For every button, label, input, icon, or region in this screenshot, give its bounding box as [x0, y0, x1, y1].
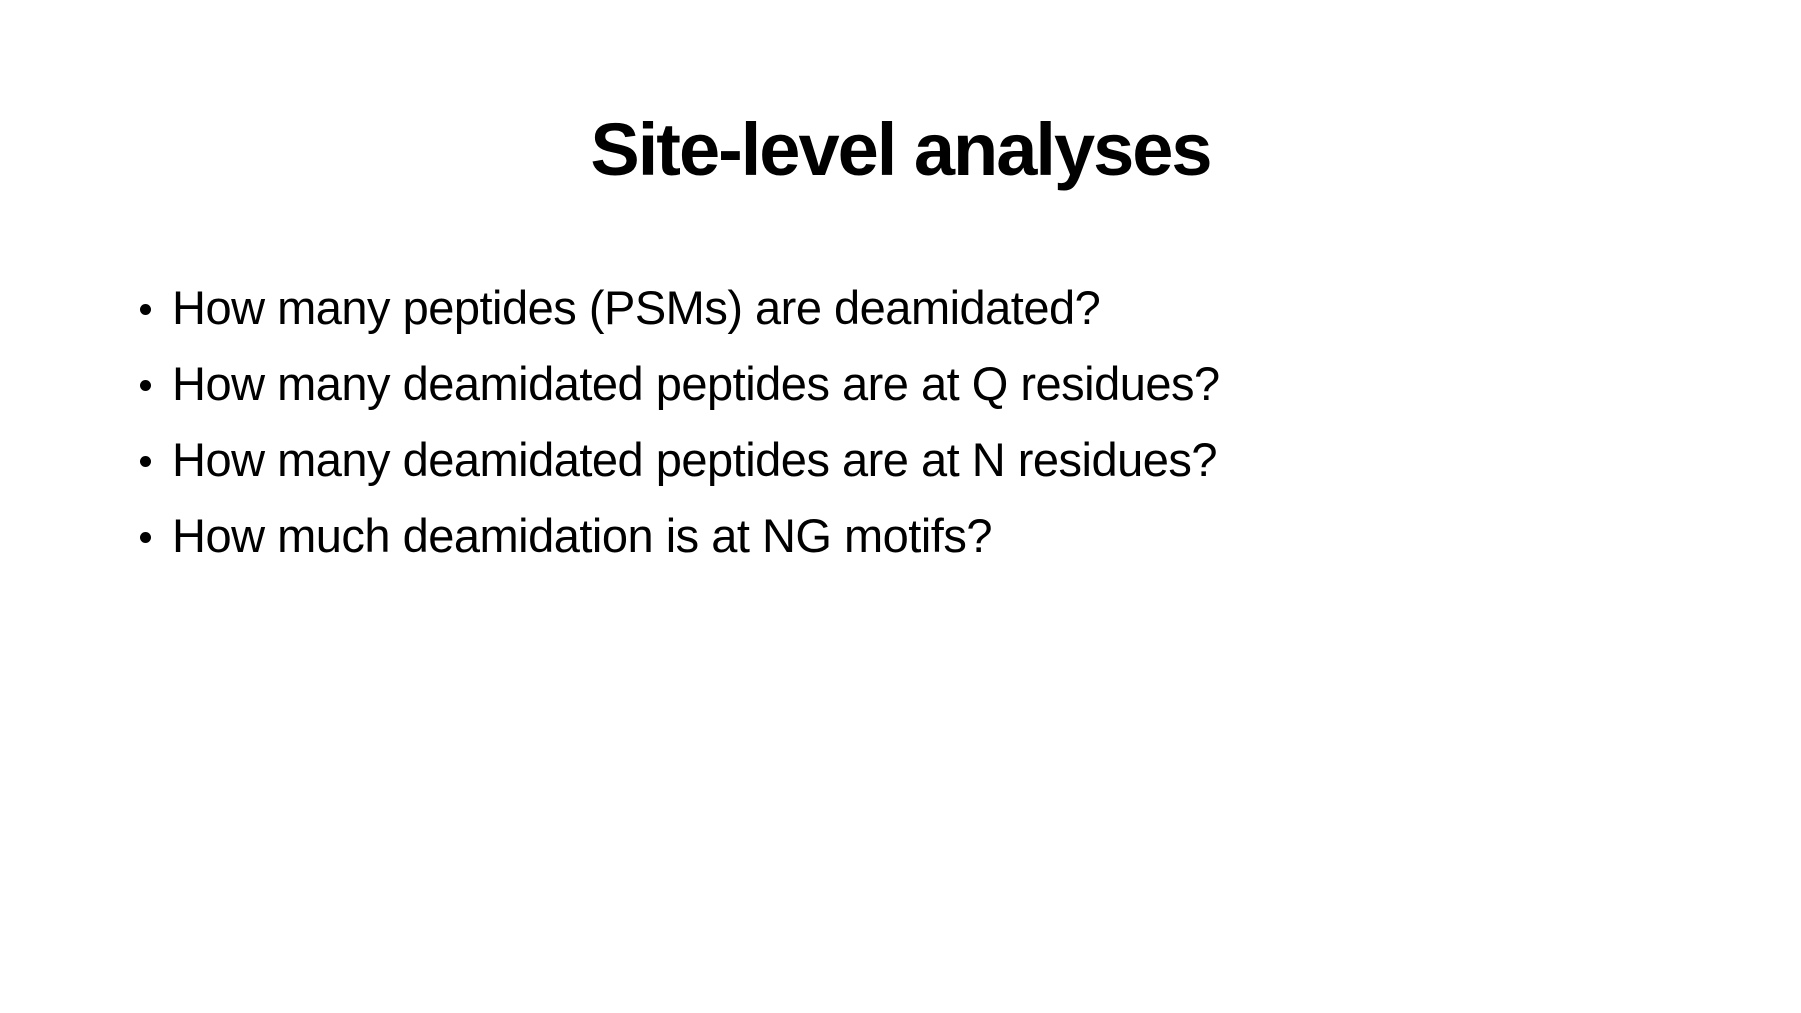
slide-title: Site-level analyses [590, 108, 1212, 191]
bullet-point-icon [140, 304, 151, 315]
bullet-item: How much deamidation is at NG motifs? [136, 498, 1220, 574]
bullet-point-icon [140, 456, 151, 467]
bullet-list: How many peptides (PSMs) are deamidated?… [136, 270, 1220, 574]
bullet-text: How many deamidated peptides are at Q re… [172, 357, 1220, 410]
bullet-text: How much deamidation is at NG motifs? [172, 509, 993, 562]
bullet-text: How many peptides (PSMs) are deamidated? [172, 281, 1101, 334]
bullet-item: How many deamidated peptides are at N re… [136, 422, 1220, 498]
bullet-item: How many deamidated peptides are at Q re… [136, 346, 1220, 422]
bullet-text: How many deamidated peptides are at N re… [172, 433, 1218, 486]
bullet-point-icon [140, 532, 151, 543]
bullet-point-icon [140, 380, 151, 391]
bullet-item: How many peptides (PSMs) are deamidated? [136, 270, 1220, 346]
